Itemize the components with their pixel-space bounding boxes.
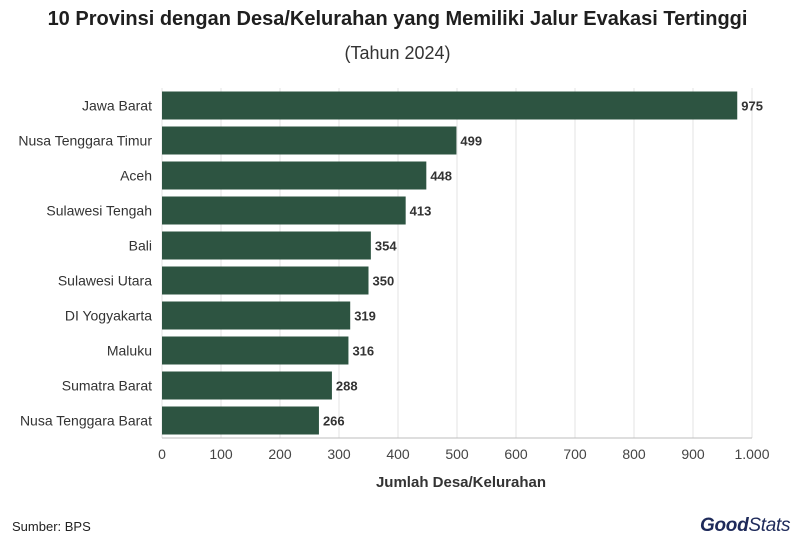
category-label: Bali — [129, 238, 152, 254]
chart-title: 10 Provinsi dengan Desa/Kelurahan yang M… — [47, 8, 748, 30]
chart-subtitle: (Tahun 2024) — [344, 43, 451, 63]
bar — [162, 126, 457, 155]
goodstats-logo: GoodStats — [700, 515, 791, 537]
value-label: 316 — [352, 344, 374, 359]
bar — [162, 406, 319, 435]
bar — [162, 161, 427, 190]
bar — [162, 371, 332, 400]
bar — [162, 301, 351, 330]
x-axis-label: Jumlah Desa/Kelurahan — [376, 474, 546, 491]
category-label: Jawa Barat — [82, 98, 152, 114]
x-tick-label: 500 — [445, 446, 469, 462]
bar — [162, 231, 371, 260]
bar — [162, 196, 406, 225]
bar — [162, 266, 369, 295]
x-tick-label: 200 — [268, 446, 292, 462]
value-label: 448 — [430, 169, 452, 184]
category-label: Sumatra Barat — [62, 378, 152, 394]
value-label: 266 — [323, 414, 345, 429]
x-tick-label: 800 — [622, 446, 646, 462]
x-tick-label: 100 — [209, 446, 233, 462]
value-label: 350 — [373, 274, 395, 289]
x-tick-label: 900 — [681, 446, 705, 462]
value-label: 975 — [741, 99, 763, 114]
value-label: 288 — [336, 379, 358, 394]
category-label: Sulawesi Tengah — [46, 203, 152, 219]
x-tick-label: 1.000 — [734, 446, 769, 462]
value-label: 499 — [460, 134, 482, 149]
brand-good: Good — [700, 515, 749, 536]
value-label: 354 — [375, 239, 397, 254]
source-note: Sumber: BPS — [12, 519, 91, 534]
category-label: Sulawesi Utara — [58, 273, 152, 289]
x-tick-label: 400 — [386, 446, 410, 462]
value-label: 319 — [354, 309, 376, 324]
bar — [162, 91, 738, 120]
category-label: Maluku — [107, 343, 152, 359]
x-tick-label: 0 — [158, 446, 166, 462]
category-label: Aceh — [120, 168, 152, 184]
bar — [162, 336, 349, 365]
category-label: DI Yogyakarta — [65, 308, 152, 324]
value-label: 413 — [410, 204, 432, 219]
brand-stats: Stats — [748, 515, 791, 536]
x-tick-label: 700 — [563, 446, 587, 462]
x-tick-label: 600 — [504, 446, 528, 462]
x-tick-label: 300 — [327, 446, 351, 462]
category-label: Nusa Tenggara Barat — [20, 413, 152, 429]
category-label: Nusa Tenggara Timur — [18, 133, 152, 149]
